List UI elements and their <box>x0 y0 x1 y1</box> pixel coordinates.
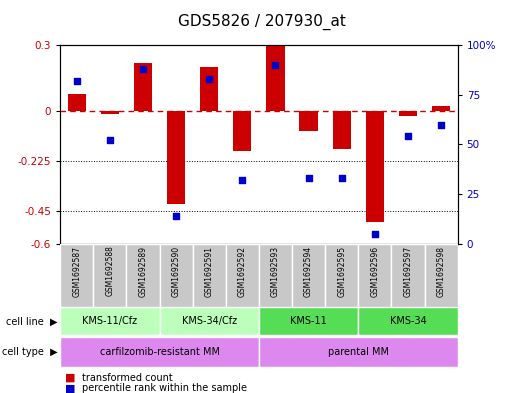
Bar <box>300 111 317 131</box>
Point <box>371 231 379 237</box>
Point <box>172 213 180 219</box>
Point <box>205 76 213 82</box>
Bar <box>200 67 218 111</box>
Text: cell type  ▶: cell type ▶ <box>2 347 58 357</box>
Bar <box>233 111 252 151</box>
Bar <box>192 244 226 307</box>
Bar <box>93 244 127 307</box>
Bar <box>266 45 285 111</box>
Bar <box>226 244 259 307</box>
Bar <box>60 337 259 367</box>
Text: cell line  ▶: cell line ▶ <box>6 316 58 326</box>
Text: GSM1692589: GSM1692589 <box>139 246 147 297</box>
Text: KMS-11/Cfz: KMS-11/Cfz <box>82 316 138 326</box>
Bar <box>60 307 160 335</box>
Bar <box>432 106 450 111</box>
Bar <box>292 244 325 307</box>
Bar <box>259 307 358 335</box>
Text: GSM1692594: GSM1692594 <box>304 246 313 297</box>
Bar <box>101 111 119 114</box>
Bar <box>259 337 458 367</box>
Point <box>139 66 147 72</box>
Text: GSM1692588: GSM1692588 <box>105 246 115 296</box>
Point <box>238 177 246 183</box>
Text: GSM1692587: GSM1692587 <box>72 246 81 297</box>
Bar <box>358 307 458 335</box>
Text: transformed count: transformed count <box>82 373 173 383</box>
Text: GSM1692591: GSM1692591 <box>204 246 214 297</box>
Bar <box>333 111 351 149</box>
Point <box>304 175 313 181</box>
Text: GSM1692596: GSM1692596 <box>370 246 379 297</box>
Bar <box>366 111 384 222</box>
Point <box>337 175 346 181</box>
Bar <box>391 244 425 307</box>
Bar <box>67 94 86 111</box>
Bar <box>160 244 192 307</box>
Text: KMS-11: KMS-11 <box>290 316 327 326</box>
Bar <box>259 244 292 307</box>
Text: percentile rank within the sample: percentile rank within the sample <box>82 383 247 393</box>
Bar <box>425 244 458 307</box>
Text: ■: ■ <box>65 373 76 383</box>
Text: GSM1692593: GSM1692593 <box>271 246 280 297</box>
Bar <box>60 244 93 307</box>
Text: KMS-34: KMS-34 <box>390 316 426 326</box>
Point <box>404 133 412 140</box>
Text: ■: ■ <box>65 383 76 393</box>
Point <box>106 137 114 143</box>
Text: GSM1692595: GSM1692595 <box>337 246 346 297</box>
Point <box>73 78 81 84</box>
Bar <box>134 63 152 111</box>
Text: GSM1692597: GSM1692597 <box>403 246 413 297</box>
Bar <box>325 244 358 307</box>
Bar <box>160 307 259 335</box>
Text: carfilzomib-resistant MM: carfilzomib-resistant MM <box>99 347 220 357</box>
Text: GSM1692590: GSM1692590 <box>172 246 180 297</box>
Point <box>437 121 445 128</box>
Bar <box>127 244 160 307</box>
Text: GDS5826 / 207930_at: GDS5826 / 207930_at <box>178 14 345 30</box>
Bar <box>167 111 185 204</box>
Text: GSM1692598: GSM1692598 <box>437 246 446 297</box>
Text: parental MM: parental MM <box>328 347 389 357</box>
Text: GSM1692592: GSM1692592 <box>238 246 247 297</box>
Text: KMS-34/Cfz: KMS-34/Cfz <box>181 316 237 326</box>
Bar <box>358 244 391 307</box>
Bar <box>399 111 417 116</box>
Point <box>271 62 280 68</box>
